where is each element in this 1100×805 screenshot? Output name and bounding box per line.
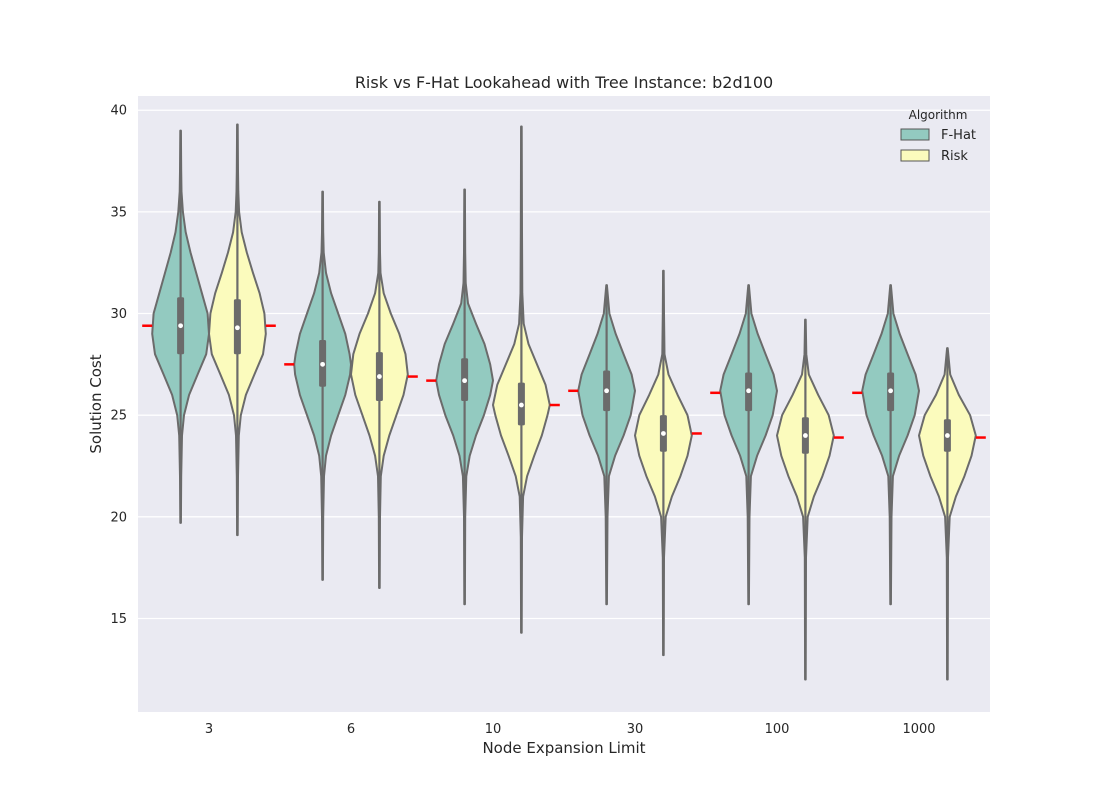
median-dot xyxy=(462,378,467,384)
x-tick-label-1000: 1000 xyxy=(902,722,935,737)
x-tick-label-3: 3 xyxy=(205,722,213,737)
x-tick-labels: 3 6 10 30 100 1000 xyxy=(205,722,936,737)
median-dot xyxy=(803,433,808,438)
median-dot xyxy=(235,325,240,331)
median-dot xyxy=(320,361,325,367)
violin-risk-100 xyxy=(776,318,844,681)
median-dot xyxy=(604,388,609,394)
chart-title: Risk vs F-Hat Lookahead with Tree Instan… xyxy=(355,73,773,92)
violin-fhat-30 xyxy=(568,284,636,606)
x-tick-label-6: 6 xyxy=(347,722,355,737)
violin-fhat-3 xyxy=(142,129,210,524)
y-tick-labels: 15 20 25 30 35 40 xyxy=(110,104,127,627)
y-tick-label-35: 35 xyxy=(110,205,127,220)
grid-lines xyxy=(138,109,990,620)
y-tick-label-30: 30 xyxy=(110,307,127,322)
violin-risk-1000 xyxy=(918,347,986,681)
x-tick-label-100: 100 xyxy=(765,722,790,737)
median-dot xyxy=(945,433,950,438)
x-axis-label: Node Expansion Limit xyxy=(482,739,645,757)
legend-label-fhat: F-Hat xyxy=(941,128,976,143)
x-tick-label-30: 30 xyxy=(627,722,644,737)
y-tick-label-40: 40 xyxy=(110,104,127,119)
y-axis-label: Solution Cost xyxy=(87,354,105,453)
violins-layer xyxy=(142,123,986,681)
median-dot xyxy=(746,388,751,394)
median-dot xyxy=(888,388,893,394)
legend-label-risk: Risk xyxy=(941,149,968,164)
y-tick-label-15: 15 xyxy=(110,612,127,627)
y-tick-label-25: 25 xyxy=(110,409,127,424)
plot-background xyxy=(138,96,990,712)
legend: Algorithm F-Hat Risk xyxy=(900,108,976,164)
violin-fhat-6 xyxy=(284,190,352,581)
violin-risk-3 xyxy=(208,123,276,537)
violin-fhat-10 xyxy=(426,188,494,606)
median-dot xyxy=(377,374,382,379)
legend-swatch-risk xyxy=(900,149,930,162)
violin-risk-6 xyxy=(350,200,418,589)
y-tick-label-20: 20 xyxy=(110,510,127,525)
legend-swatch-fhat xyxy=(900,128,930,141)
median-dot xyxy=(661,431,666,436)
x-tick-label-10: 10 xyxy=(485,722,502,737)
violin-risk-30 xyxy=(634,269,702,657)
median-dot xyxy=(178,323,184,329)
violin-fhat-100 xyxy=(710,284,778,606)
median-dot xyxy=(519,402,524,408)
legend-title: Algorithm xyxy=(909,108,968,122)
violin-risk-10 xyxy=(492,125,560,634)
violin-fhat-1000 xyxy=(852,284,920,606)
